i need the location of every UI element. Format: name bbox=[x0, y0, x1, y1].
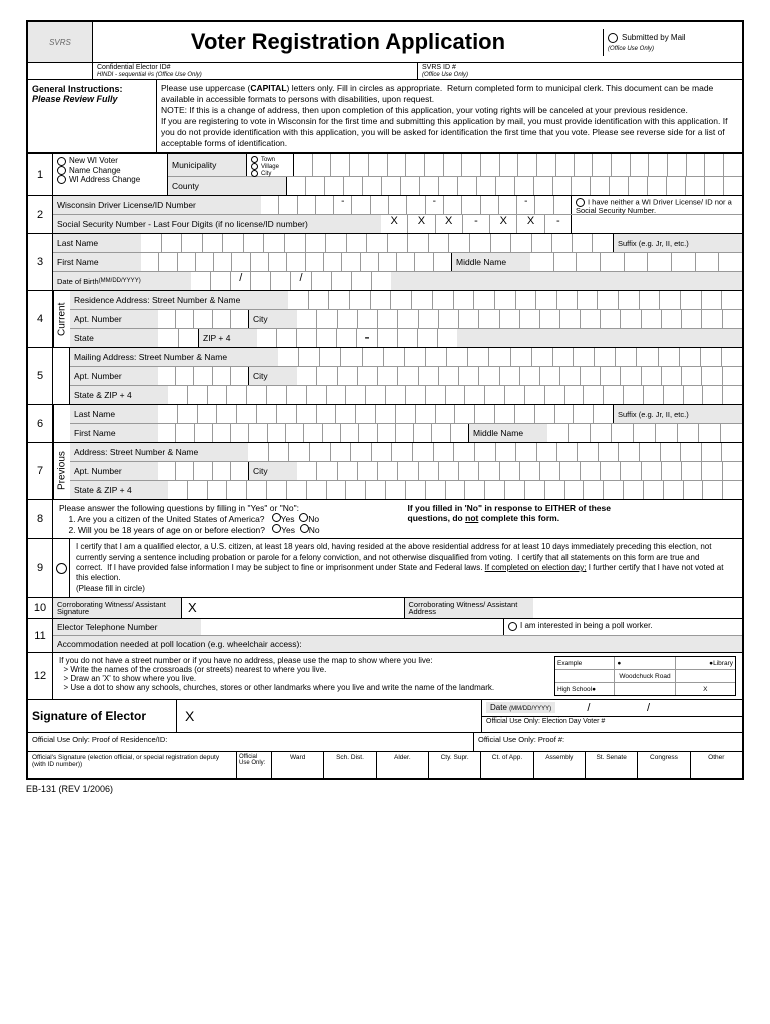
id-row: Confidential Elector ID#HINDI - sequenti… bbox=[28, 63, 742, 80]
row-number-6: 6 bbox=[28, 405, 53, 442]
signature-row: Signature of Elector X Date (MM/DD/YYYY)… bbox=[28, 700, 742, 733]
municipality-label: Municipality bbox=[168, 154, 247, 176]
previous-label-top bbox=[53, 405, 70, 442]
instructions-body: Please use uppercase (CAPITAL) letters o… bbox=[157, 80, 742, 152]
page: SVRS Voter Registration Application Subm… bbox=[0, 0, 770, 1024]
map-example: Example●● Library Woodchuck Road High Sc… bbox=[554, 656, 736, 696]
witness-sig[interactable]: X bbox=[181, 598, 404, 618]
row-number-5: 5 bbox=[28, 348, 53, 404]
row-7: 7 Previous Address: Street Number & Name… bbox=[28, 443, 742, 500]
instructions-heading: General Instructions: Please Review Full… bbox=[28, 80, 157, 152]
county-label: County bbox=[168, 177, 287, 195]
row-1: 1 New WI Voter Name Change WI Address Ch… bbox=[28, 154, 742, 196]
row-number-9: 9 bbox=[28, 539, 53, 597]
form-title: Voter Registration Application bbox=[93, 23, 603, 61]
ssn-input[interactable]: XXX-XX- bbox=[381, 215, 571, 233]
svrs-logo: SVRS bbox=[28, 22, 93, 62]
dl-label: Wisconsin Driver License/ID Number bbox=[53, 196, 261, 214]
row-number-7: 7 bbox=[28, 443, 53, 499]
row-number-10: 10 bbox=[28, 598, 53, 618]
row1-options: New WI Voter Name Change WI Address Chan… bbox=[53, 154, 168, 195]
submitted-by-mail-box: Submitted by Mail (Office Use Only) bbox=[603, 29, 742, 56]
previous-label: Previous bbox=[53, 443, 70, 499]
row-number-12: 12 bbox=[28, 653, 53, 699]
signature-field[interactable]: X bbox=[177, 700, 481, 732]
row-10: 10 Corroborating Witness/ Assistant Sign… bbox=[28, 598, 742, 619]
elector-id-label: Confidential Elector ID#HINDI - sequenti… bbox=[93, 63, 418, 79]
row-11: 11 Elector Telephone Number I am interes… bbox=[28, 619, 742, 653]
dl-input[interactable]: --- bbox=[261, 196, 571, 214]
row-number-3: 3 bbox=[28, 234, 53, 290]
row-4: 4 Current Residence Address: Street Numb… bbox=[28, 291, 742, 348]
form-id: EB-131 (REV 1/2006) bbox=[26, 780, 744, 794]
ssn-label: Social Security Number - Last Four Digit… bbox=[53, 215, 381, 233]
row-2: 2 Wisconsin Driver License/ID Number ---… bbox=[28, 196, 742, 234]
row-6: 6 Last Name Suffix (e.g. Jr, II, etc.) F… bbox=[28, 405, 742, 443]
svrs-id-label: SVRS ID #(Office Use Only) bbox=[418, 63, 742, 79]
signature-label: Signature of Elector bbox=[28, 700, 177, 732]
title-row: SVRS Voter Registration Application Subm… bbox=[28, 22, 742, 63]
row-number-8: 8 bbox=[28, 500, 53, 538]
current-label: Current bbox=[53, 291, 70, 347]
row-number-2: 2 bbox=[28, 196, 53, 233]
row-number-1: 1 bbox=[28, 154, 53, 195]
row-12: 12 If you do not have a street number or… bbox=[28, 653, 742, 700]
row-9: 9 I certify that I am a qualified electo… bbox=[28, 539, 742, 598]
instructions-row: General Instructions: Please Review Full… bbox=[28, 80, 742, 154]
form-container: SVRS Voter Registration Application Subm… bbox=[26, 20, 744, 780]
proof-row: Official Use Only: Proof of Residence/ID… bbox=[28, 733, 742, 752]
mail-circle[interactable] bbox=[608, 33, 618, 43]
row-3: 3 Last Name Suffix (e.g. Jr, II, etc.) F… bbox=[28, 234, 742, 291]
county-input[interactable] bbox=[287, 177, 742, 195]
row-8: 8 Please answer the following questions … bbox=[28, 500, 742, 539]
municipality-input[interactable] bbox=[294, 154, 742, 176]
row-5: 5 Mailing Address: Street Number & Name … bbox=[28, 348, 742, 405]
row-number-4: 4 bbox=[28, 291, 53, 347]
official-row: Official's Signature (election official,… bbox=[28, 752, 742, 778]
row-number-11: 11 bbox=[28, 619, 53, 652]
